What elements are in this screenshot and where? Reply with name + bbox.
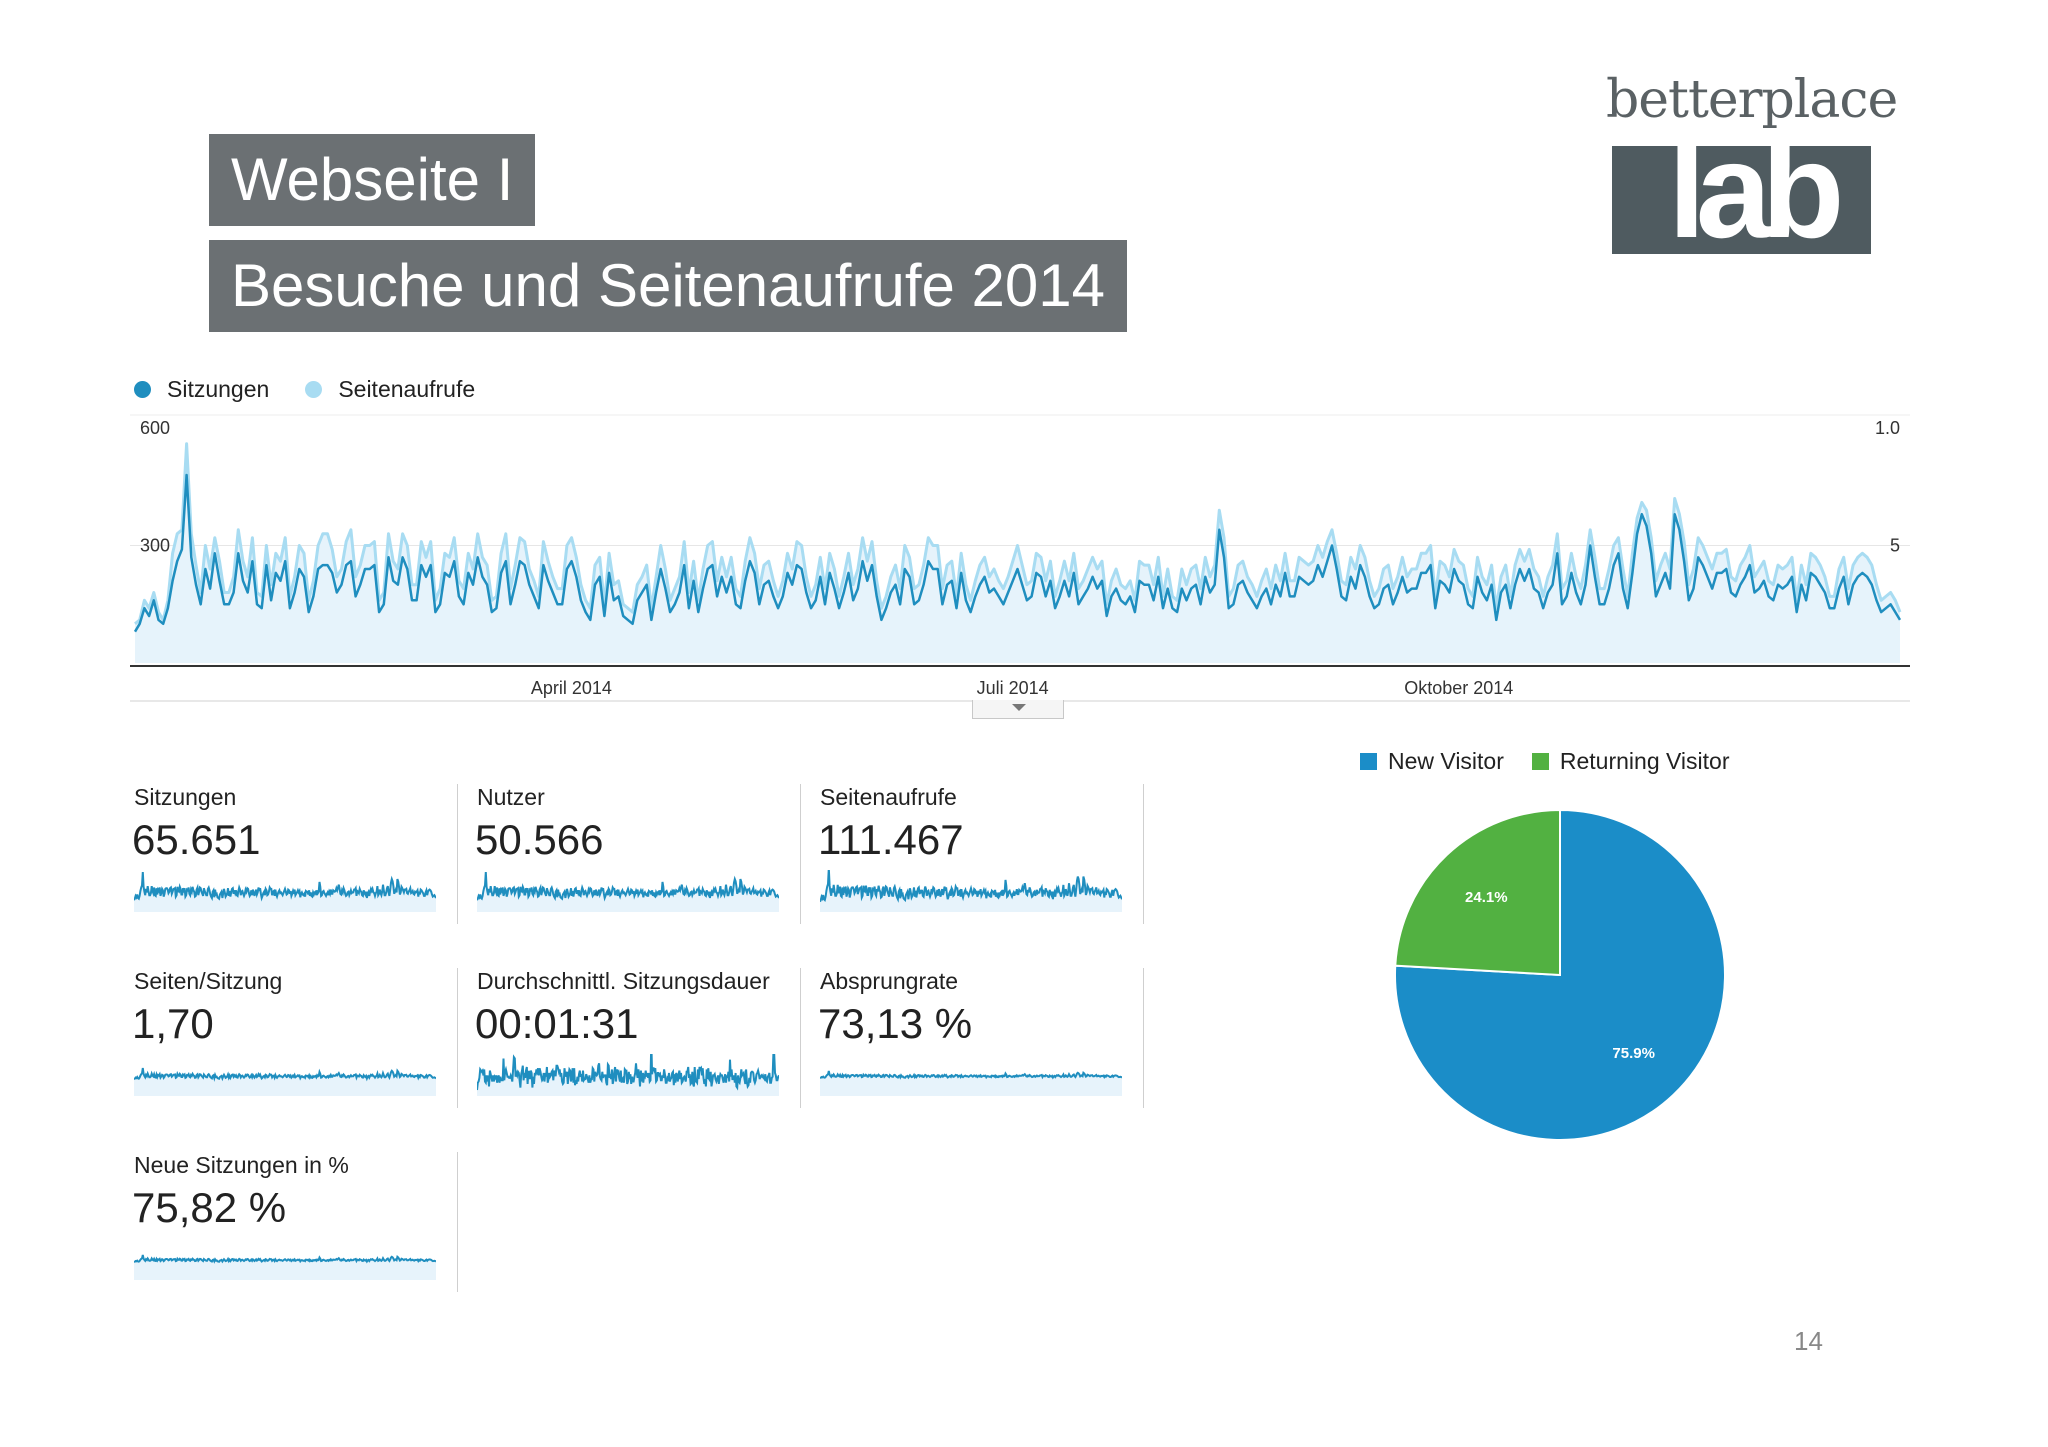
metric-value: 111.467 [818, 816, 964, 863]
metric-users[interactable]: Nutzer 50.566 [473, 784, 781, 924]
sparkline-line [820, 1070, 1122, 1080]
legend-label-new-visitor: New Visitor [1388, 748, 1504, 774]
metric-avg-session-duration[interactable]: Durchschnittl. Sitzungsdauer 00:01:31 [473, 968, 781, 1108]
metric-divider [1143, 968, 1144, 1108]
metric-label: Seiten/Sitzung [134, 968, 283, 994]
metric-sparkline [820, 1070, 1122, 1096]
x-tick-label: Juli 2014 [977, 678, 1049, 698]
metric-label: Durchschnittl. Sitzungsdauer [477, 968, 770, 994]
metric-pageviews[interactable]: Seitenaufrufe 111.467 [816, 784, 1124, 924]
metric-value: 65.651 [132, 816, 261, 863]
metric-divider [457, 968, 458, 1108]
sparkline-line [477, 872, 779, 902]
sparkline-area [134, 1068, 436, 1096]
metric-label: Sitzungen [134, 784, 237, 810]
metric-divider [800, 784, 801, 924]
metric-label: Nutzer [477, 784, 545, 810]
legend-label-pageviews: Seitenaufrufe [338, 376, 476, 402]
legend-label-sessions: Sitzungen [167, 376, 270, 402]
y-right-tick-label: 5 [1890, 536, 1900, 556]
sparkline-area [477, 1054, 779, 1096]
legend-swatch-new-visitor [1360, 753, 1377, 770]
metric-value: 1,70 [132, 1000, 214, 1047]
legend-item-sessions[interactable]: Sitzungen [134, 376, 269, 403]
chart-collapse-handle[interactable] [972, 700, 1064, 719]
y-right-tick-label: 1.0 [1875, 418, 1900, 438]
sparkline-area [820, 1071, 1122, 1096]
pie-slice-label: 24.1% [1465, 889, 1508, 906]
metric-sparkline [820, 870, 1122, 912]
metric-label: Seitenaufrufe [820, 784, 957, 810]
sparkline-line [134, 1067, 436, 1082]
pie-chart-legend: New Visitor Returning Visitor [1360, 748, 1758, 775]
metric-label: Absprungrate [820, 968, 959, 994]
sparkline-line [820, 870, 1122, 903]
legend-swatch-returning-visitor [1531, 753, 1549, 770]
metric-value: 73,13 % [818, 1000, 973, 1047]
metric-divider [800, 968, 801, 1108]
metric-divider [457, 1152, 458, 1292]
metric-sparkline [134, 1067, 436, 1096]
legend-dot-pageviews [305, 381, 323, 398]
metric-new-sessions-percent[interactable]: Neue Sitzungen in % 75,82 % [130, 1152, 438, 1292]
series-line-pageviews [134, 442, 1902, 625]
logo-wordmark: betterplace [1606, 70, 1898, 130]
metric-sparkline [134, 872, 436, 912]
legend-item-new-visitor[interactable]: New Visitor [1360, 748, 1504, 775]
legend-item-returning-visitor[interactable]: Returning Visitor [1531, 748, 1730, 775]
metric-sparkline [134, 1254, 436, 1280]
legend-item-pageviews[interactable]: Seitenaufrufe [305, 376, 475, 403]
metric-value: 50.566 [475, 816, 604, 863]
logo-mark: lab [1612, 146, 1871, 254]
logo-mark-text: lab [1668, 146, 1844, 254]
sessions-pageviews-line-chart[interactable]: 600 300 1.0 5 April 2014 Juli 2014 Oktober 201… [130, 405, 1910, 705]
metric-divider [1143, 784, 1144, 924]
series-line-sessions [133, 473, 1902, 633]
metric-sparkline [477, 872, 779, 912]
area-fill-pageviews [135, 443, 1900, 663]
slide-subtitle: Besuche und Seitenaufrufe 2014 [209, 240, 1128, 332]
legend-label-returning-visitor: Returning Visitor [1559, 748, 1730, 774]
pie-slice-new-visitor[interactable] [1394, 808, 1726, 1141]
y-left-tick-label: 300 [140, 536, 170, 556]
pie-slice-label: 75.9% [1612, 1045, 1655, 1062]
x-tick-label: Oktober 2014 [1404, 678, 1513, 698]
metric-pages-per-session[interactable]: Seiten/Sitzung 1,70 [130, 968, 438, 1108]
pie-slice-returning-visitor[interactable] [1394, 808, 1561, 977]
metric-value: 75,82 % [132, 1184, 287, 1231]
legend-dot-sessions [134, 381, 151, 398]
metric-sessions[interactable]: Sitzungen 65.651 [130, 784, 438, 924]
metric-bounce-rate[interactable]: Absprungrate 73,13 % [816, 968, 1124, 1108]
metric-value: 00:01:31 [475, 1000, 639, 1047]
x-tick-label: April 2014 [531, 678, 612, 698]
y-left-tick-label: 600 [140, 418, 170, 438]
metric-divider [457, 784, 458, 924]
line-chart-legend: Sitzungen Seitenaufrufe [134, 376, 511, 403]
sparkline-line [134, 1254, 436, 1264]
metric-label: Neue Sitzungen in % [134, 1152, 349, 1178]
visitor-type-pie-chart[interactable]: 75.9% 24.1% [1390, 805, 1730, 1145]
sparkline-area [134, 1255, 436, 1280]
sparkline-line [134, 872, 436, 902]
page-number: 14 [1794, 1326, 1823, 1356]
sparkline-line [477, 1054, 779, 1091]
slide-title: Webseite I [209, 134, 536, 226]
metric-sparkline [477, 1054, 779, 1096]
